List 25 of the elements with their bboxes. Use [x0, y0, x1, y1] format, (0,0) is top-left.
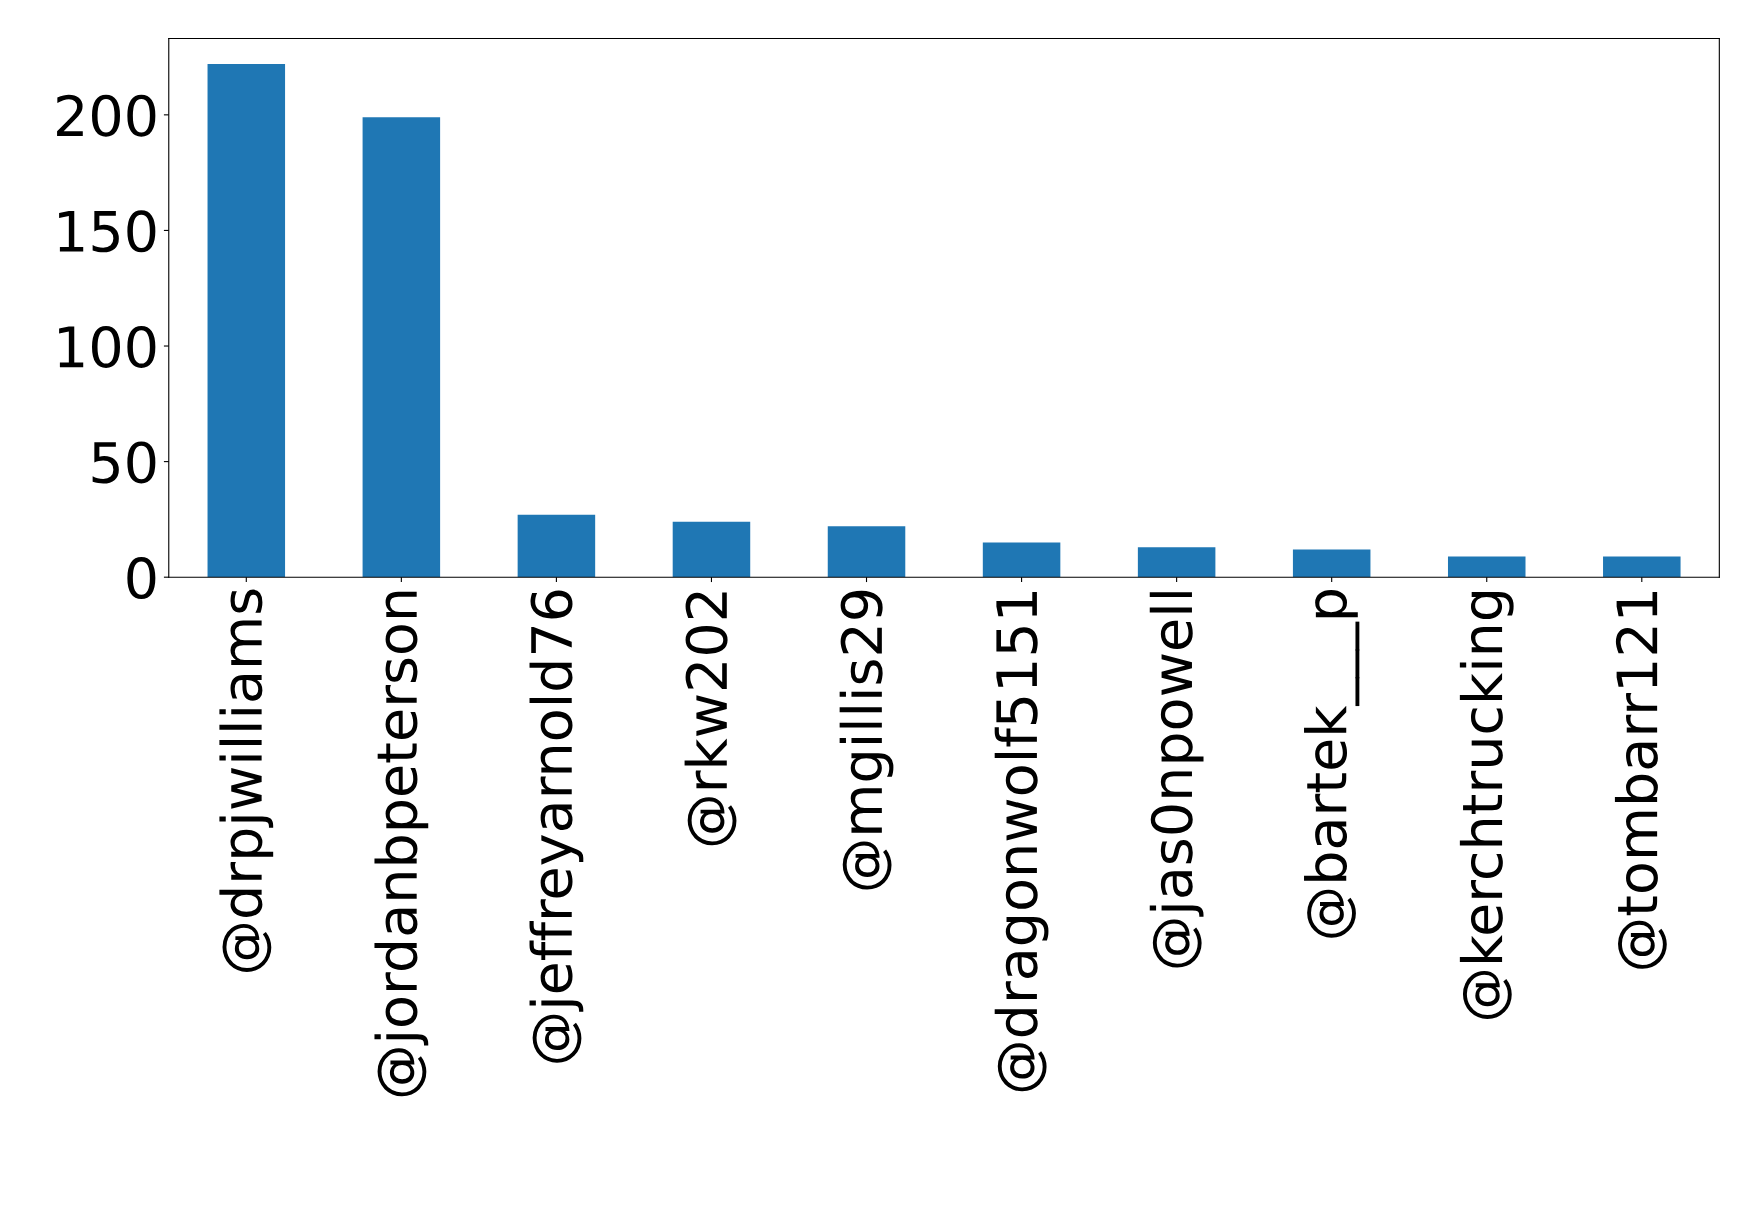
x-tick-label: @mgillis29 — [839, 590, 894, 890]
bar — [1292, 549, 1371, 578]
x-tick-label: @tombarr121 — [1614, 592, 1667, 969]
x-tick-label: @jas0npowell — [1149, 592, 1204, 968]
bar — [1137, 547, 1216, 578]
bar — [1447, 556, 1526, 578]
bar — [672, 521, 751, 578]
y-tick-label: 50 — [92, 441, 156, 484]
x-tick-label: @dragonwolf5151 — [994, 592, 1049, 1092]
y-tick-label: 100 — [59, 325, 156, 368]
x-tick-label: @jordanbpeterson — [374, 591, 429, 1097]
x-tick-label: @kerchtrucking — [1459, 591, 1514, 1019]
bar — [207, 63, 286, 578]
x-tick-label: @bartek___p — [1304, 589, 1360, 938]
y-tick-label: 0 — [127, 557, 156, 600]
x-tick-label: @rkw202 — [684, 592, 737, 846]
bar — [1603, 556, 1681, 578]
bar — [517, 514, 596, 578]
x-tick-label: @drpjwilliams — [219, 589, 274, 972]
x-tick-label: @jeffreyarnold76 — [529, 590, 584, 1063]
y-tick-label: 150 — [59, 210, 156, 253]
bar — [827, 526, 906, 578]
y-tick-label: 200 — [57, 94, 156, 137]
bar — [982, 542, 1061, 578]
bar — [362, 117, 441, 578]
